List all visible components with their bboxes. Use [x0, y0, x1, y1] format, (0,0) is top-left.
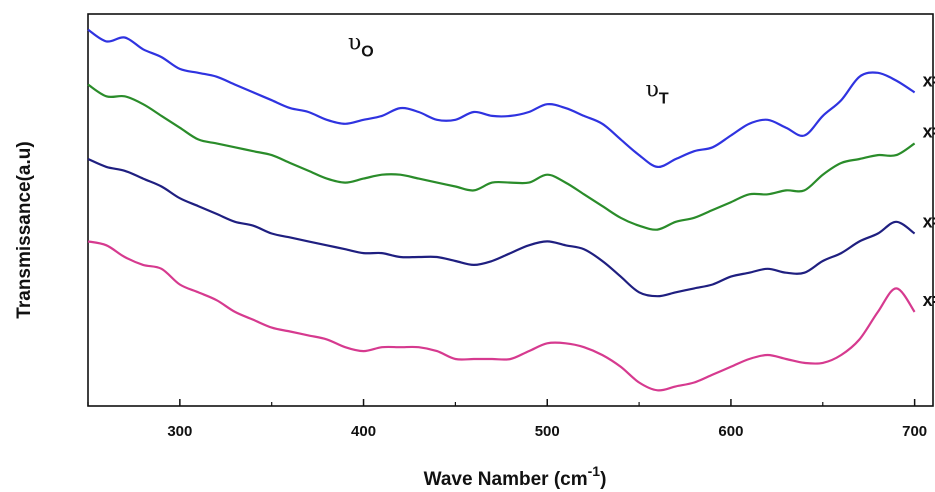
x-axis-title-close: ) [600, 469, 606, 490]
series-lines [87, 28, 916, 392]
x-tick-label: 500 [535, 423, 560, 440]
x-tick-label: 700 [902, 423, 927, 440]
x-axis-title-main: Wave Namber (cm [424, 469, 588, 490]
annotation-T: υT [645, 77, 668, 107]
annotation-symbol: υ [348, 30, 361, 55]
x-axis-title: Wave Namber (cm-1) [424, 463, 607, 490]
annotation-subscript: O [361, 43, 373, 60]
series-line-x=0.3 [87, 83, 916, 231]
x-axis: 300 400 500 600 700 [87, 399, 927, 440]
y-axis-title: Transmissance(a.u) [14, 141, 35, 318]
series-line-x=0.5 [87, 28, 916, 169]
series-line-x=0 [87, 240, 916, 392]
x-tick-label: 300 [167, 423, 192, 440]
series-label-x=0.5: x=0.5 [923, 70, 935, 90]
series-label-x=0.3: x=0.3 [923, 121, 935, 141]
series-label-x=0.1: x=0.1 [923, 212, 935, 232]
annotation-symbol: υ [645, 77, 658, 102]
annotation-subscript: T [659, 90, 669, 107]
series-line-x=0.1 [87, 157, 916, 298]
x-axis-title-sup: -1 [588, 463, 601, 479]
plot-frame [87, 13, 934, 407]
series-labels: x=0.5 x=0.3 x=0.1 x=0 [923, 70, 935, 310]
annotation-O: υO [348, 30, 374, 60]
x-tick-label: 400 [351, 423, 376, 440]
series-label-x=0: x=0 [923, 290, 935, 310]
x-tick-label: 600 [718, 423, 743, 440]
